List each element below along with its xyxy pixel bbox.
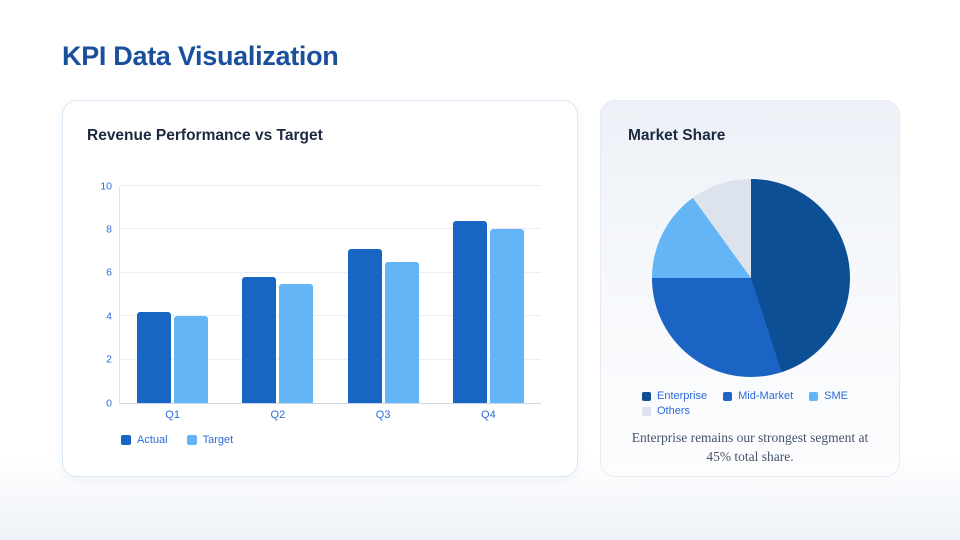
legend-label: Actual (137, 434, 168, 446)
target-bar-q4 (489, 229, 524, 403)
x-axis-tick-label: Q2 (270, 409, 286, 421)
actual-bar-q4 (452, 220, 487, 403)
legend-swatch (723, 391, 733, 401)
legend-item-others: Others (642, 405, 690, 417)
x-axis-tick-label: Q4 (481, 409, 496, 421)
pie-chart (652, 179, 850, 377)
revenue-card: Revenue Performance vs Target 0 2 4 6 8 10 Q1… (62, 100, 578, 477)
y-axis-tick-label: 6 (106, 266, 112, 279)
bar-group-q4: Q4 (452, 186, 524, 421)
legend-item-actual: Actual (121, 434, 168, 446)
legend-label: Others (657, 405, 691, 417)
bar-chart-legend: Actual Target (121, 434, 233, 446)
legend-item-target: Target (186, 434, 234, 446)
legend-swatch (809, 391, 819, 401)
bar-group-q2: Q2 (242, 186, 314, 421)
bar-group-q3: Q3 (347, 186, 419, 421)
target-bar-q1 (174, 316, 209, 403)
x-axis-tick-label: Q3 (375, 409, 391, 421)
legend-label: Mid-Market (738, 390, 794, 402)
gridline (120, 271, 541, 273)
y-axis-tick-label: 2 (106, 353, 112, 366)
market-caption: Enterprise remains our strongest segment… (631, 430, 869, 465)
revenue-card-title: Revenue Performance vs Target (87, 127, 323, 144)
legend-swatch (642, 406, 651, 416)
y-axis-tick-label: 8 (106, 223, 112, 236)
page-title: KPI Data Visualization (62, 41, 339, 71)
pie-chart-legend: Enterprise Mid-Market SME Others (642, 390, 874, 417)
y-axis-tick-label: 4 (106, 309, 112, 322)
gridline (120, 315, 541, 317)
legend-label: Target (202, 434, 234, 446)
bar-chart-plot-area: 0 2 4 6 8 10 Q1 Q2 Q3 Q4 (100, 181, 541, 421)
y-axis-tick-label: 0 (106, 396, 112, 409)
legend-swatch (186, 435, 197, 445)
target-bar-q2 (279, 283, 314, 403)
actual-bar-q1 (137, 311, 172, 403)
gridline (120, 358, 541, 360)
legend-item-enterprise: Enterprise (642, 390, 707, 402)
legend-label: SME (824, 390, 848, 402)
legend-label: Enterprise (657, 390, 708, 402)
gridline (120, 185, 541, 186)
legend-swatch (121, 435, 131, 445)
x-axis-tick-label: Q1 (165, 409, 180, 421)
target-bar-q3 (384, 261, 419, 403)
legend-item-mid-market: Mid-Market (723, 390, 793, 402)
actual-bar-q2 (242, 277, 277, 403)
bar-group-q1: Q1 (137, 186, 209, 421)
actual-bar-q3 (347, 248, 382, 403)
bar-chart-bars: Q1 Q2 Q3 Q4 (120, 186, 541, 421)
legend-item-sme: SME (809, 390, 848, 402)
legend-swatch (642, 391, 651, 401)
market-card-title: Market Share (628, 127, 726, 144)
y-axis-tick-label: 10 (100, 179, 112, 192)
gridline (120, 228, 541, 230)
market-share-card: Market Share Enterprise Mid-Market SME Othe… (600, 100, 900, 477)
